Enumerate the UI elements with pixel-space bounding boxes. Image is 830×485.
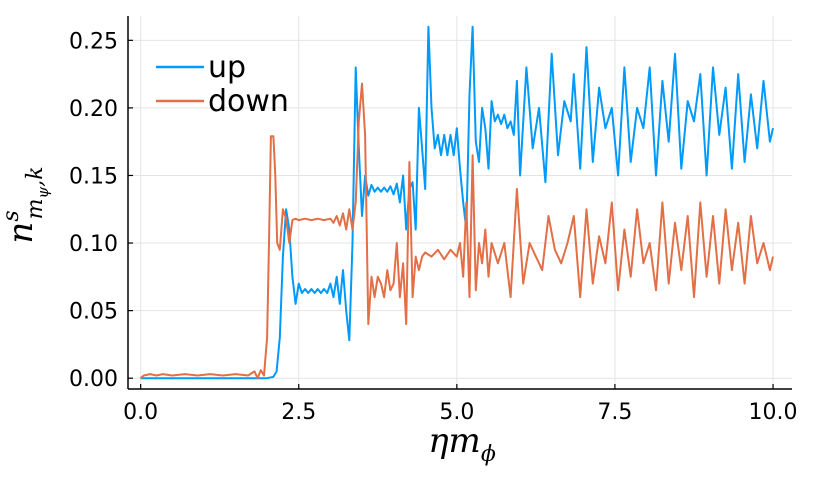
- y-tick-label: 0.05: [69, 300, 118, 325]
- y-tick-label: 0.15: [69, 164, 118, 189]
- x-tick-label: 7.5: [597, 400, 632, 425]
- series-line-up: [140, 25, 774, 380]
- x-axis-title: ηmϕ: [428, 421, 496, 467]
- series-layer: [139, 25, 774, 380]
- x-tick-label: 2.5: [281, 400, 316, 425]
- x-tick-label: 5.0: [439, 400, 474, 425]
- y-tick-label: 0.10: [69, 232, 118, 257]
- y-tick-label: 0.20: [69, 97, 118, 122]
- axes: [127, 16, 792, 390]
- x-tick-label: 0.0: [123, 400, 158, 425]
- legend-label-down: down: [208, 84, 289, 119]
- y-axis-title: nsmψ,k: [0, 166, 52, 243]
- ticks: 0.0 2.5 5.0 7.5 10.0 0.00 0.05 0.10 0.15 0.20 0.25: [69, 29, 798, 425]
- series-line-down: [139, 82, 774, 380]
- y-tick-label: 0.00: [69, 367, 118, 392]
- y-tick-label: 0.25: [69, 29, 118, 54]
- legend-label-up: up: [208, 50, 246, 85]
- x-tick-label: 10.0: [749, 400, 798, 425]
